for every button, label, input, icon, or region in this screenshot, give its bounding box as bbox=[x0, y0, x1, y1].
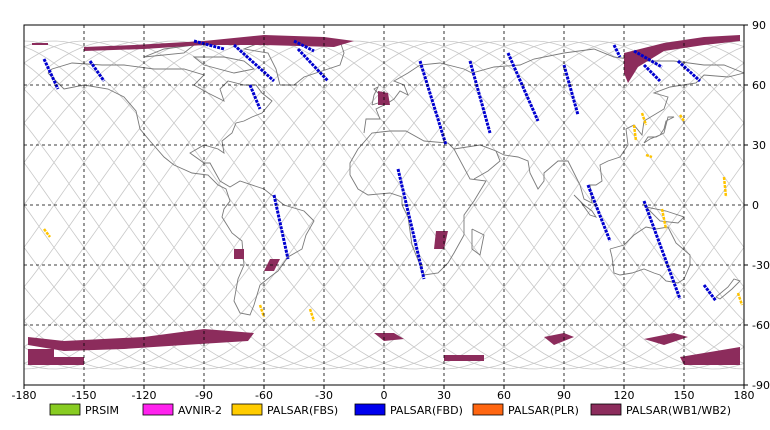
wb-swath bbox=[624, 35, 740, 83]
y-tick-label: -60 bbox=[752, 319, 770, 332]
wb-swath bbox=[32, 43, 48, 45]
fbs-track bbox=[736, 292, 744, 306]
coastline bbox=[192, 56, 256, 74]
x-tick-label: -30 bbox=[315, 389, 333, 402]
coastlines bbox=[47, 38, 745, 316]
coastline bbox=[715, 278, 741, 300]
legend-label: PALSAR(FBS) bbox=[267, 404, 338, 417]
coastline bbox=[471, 228, 485, 256]
legend-swatch bbox=[142, 403, 174, 416]
legend-swatch bbox=[49, 403, 81, 416]
wb-swath bbox=[374, 333, 404, 341]
fbs-track bbox=[308, 308, 316, 322]
legend-label: PALSAR(PLR) bbox=[508, 404, 579, 417]
wb-swath bbox=[644, 333, 688, 345]
y-tick-label: 90 bbox=[752, 19, 766, 32]
fbd-track bbox=[642, 200, 682, 300]
fbd-track bbox=[586, 184, 612, 242]
wb-swath bbox=[544, 333, 574, 345]
legend-label: PALSAR(FBD) bbox=[390, 404, 463, 417]
x-tick-label: 180 bbox=[734, 389, 755, 402]
fbs-track bbox=[632, 124, 638, 142]
wb-swath bbox=[28, 329, 254, 351]
wb-swath bbox=[434, 231, 448, 249]
x-tick-label: -120 bbox=[132, 389, 157, 402]
y-tick-label: 60 bbox=[752, 79, 766, 92]
y-tick-label: -30 bbox=[752, 259, 770, 272]
fbd-track bbox=[42, 58, 60, 90]
fbd-track bbox=[248, 84, 262, 110]
fbd-track bbox=[468, 60, 492, 134]
x-tick-label: 150 bbox=[674, 389, 695, 402]
fbs-track bbox=[722, 176, 728, 198]
x-tick-label: 60 bbox=[497, 389, 511, 402]
legend-label: AVNIR-2 bbox=[178, 404, 222, 417]
x-tick-label: 90 bbox=[557, 389, 571, 402]
legend-swatch bbox=[354, 403, 386, 416]
x-tick-label: -60 bbox=[255, 389, 273, 402]
legend-swatch bbox=[472, 403, 504, 416]
x-tick-label: -90 bbox=[195, 389, 213, 402]
x-tick-label: 0 bbox=[381, 389, 388, 402]
y-tick-label: 0 bbox=[752, 199, 759, 212]
wb-swath bbox=[28, 357, 84, 365]
legend-swatch bbox=[231, 403, 263, 416]
wb-swath bbox=[444, 355, 484, 361]
fbd-track bbox=[506, 52, 540, 122]
coastline bbox=[349, 130, 487, 276]
fbd-track bbox=[702, 284, 718, 302]
fbs-track bbox=[660, 208, 668, 230]
fbd-track bbox=[88, 60, 106, 82]
wb-swath bbox=[28, 349, 54, 357]
fbd-track bbox=[418, 60, 448, 146]
wb-swath bbox=[680, 347, 740, 365]
y-tick-label: -90 bbox=[752, 379, 770, 392]
longitude-axis: -180 -150 -120 -90 -60 -30 0 30 60 90 120 150 180 bbox=[12, 385, 755, 402]
fbd-track bbox=[293, 39, 315, 53]
fbd-track bbox=[272, 194, 290, 260]
fbd-track bbox=[396, 168, 426, 280]
fbs-track bbox=[645, 153, 653, 159]
wb-observations bbox=[28, 35, 740, 365]
fbs-track bbox=[678, 114, 686, 122]
x-tick-label: 120 bbox=[614, 389, 635, 402]
fbd-track bbox=[296, 47, 330, 83]
x-tick-label: -150 bbox=[72, 389, 97, 402]
fbs-track bbox=[258, 304, 266, 318]
graticule bbox=[24, 25, 744, 385]
coastline bbox=[609, 226, 691, 284]
fbd-track bbox=[642, 63, 662, 83]
coastline bbox=[453, 144, 501, 180]
coastline bbox=[495, 72, 745, 204]
legend: PRSIM AVNIR-2 PALSAR(FBS) PALSAR(FBD) PALSAR… bbox=[49, 403, 731, 417]
fbd-track bbox=[633, 49, 663, 69]
orbit-track bbox=[23, 40, 745, 370]
fbs-track bbox=[640, 112, 648, 126]
y-tick-label: 30 bbox=[752, 139, 766, 152]
fbd-track bbox=[562, 64, 580, 116]
fbd-track bbox=[232, 43, 276, 83]
legend-swatch bbox=[590, 403, 622, 416]
latitude-axis: 90 60 30 0 -30 -60 -90 bbox=[744, 19, 770, 392]
legend-label: PRSIM bbox=[85, 404, 119, 417]
legend-label: PALSAR(WB1/WB2) bbox=[626, 404, 731, 417]
fbs-track bbox=[43, 228, 51, 238]
fbs-observations bbox=[43, 112, 744, 322]
x-tick-label: -180 bbox=[12, 389, 37, 402]
fbd-track bbox=[193, 39, 225, 51]
x-tick-label: 30 bbox=[437, 389, 451, 402]
fbd-track bbox=[612, 44, 622, 58]
fbd-observations bbox=[42, 39, 718, 302]
wb-swath bbox=[84, 35, 354, 51]
fbd-track bbox=[676, 59, 702, 83]
wb-swath bbox=[234, 249, 244, 259]
coastline bbox=[643, 116, 675, 144]
